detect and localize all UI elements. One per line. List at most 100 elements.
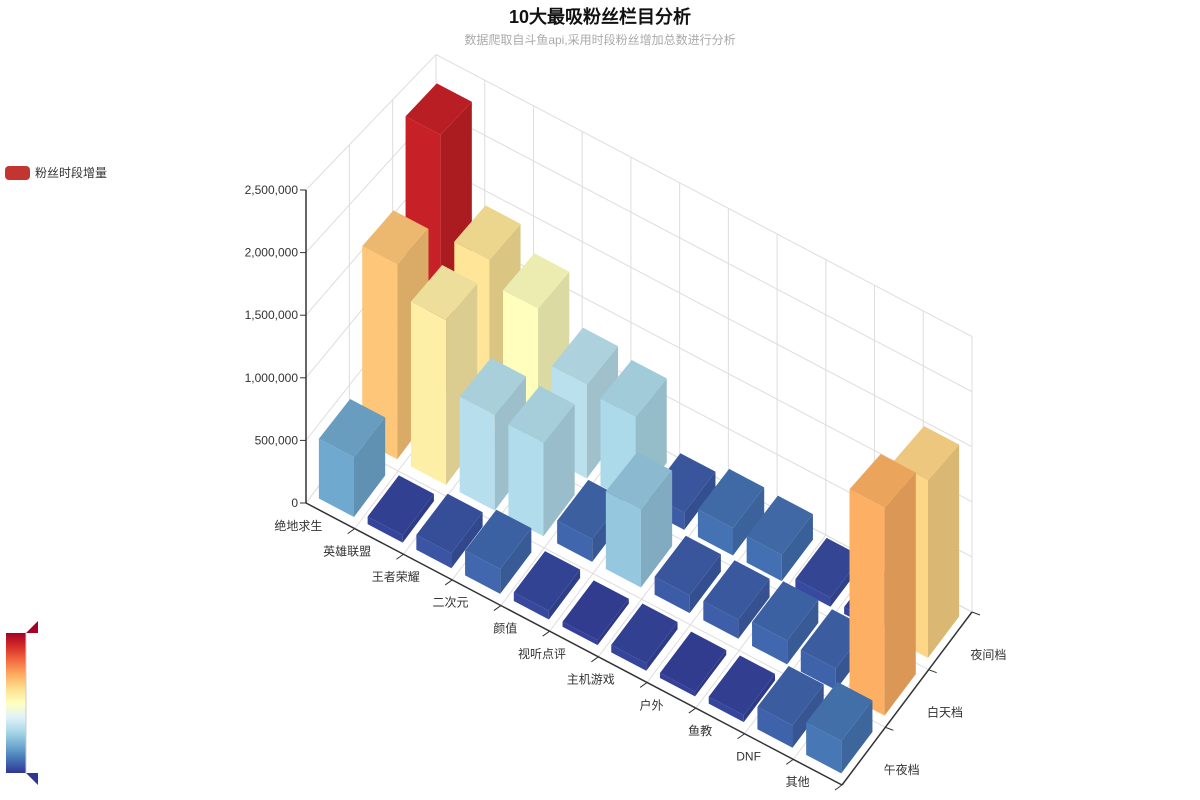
bar-face-top	[459, 357, 526, 415]
category-label: 二次元	[433, 596, 469, 610]
category-label: 王者荣耀	[372, 570, 420, 584]
bar-face-front	[757, 706, 793, 748]
period-label: 午夜档	[884, 762, 920, 777]
wall-grid-line	[435, 109, 973, 393]
bar-face-front	[562, 621, 598, 646]
category-label: 颜值	[493, 620, 517, 635]
visual-map-handle-bottom[interactable]	[26, 773, 38, 785]
bar-face-side	[543, 404, 575, 537]
bar-face-front	[557, 520, 593, 562]
category-tick	[785, 758, 794, 765]
bar-face-top	[611, 603, 678, 664]
category-tick	[834, 784, 843, 791]
visual-map-handle-top[interactable]	[26, 621, 38, 633]
bar-face-top	[562, 580, 629, 641]
category-label: 主机游戏	[567, 673, 615, 687]
bar-face-front	[416, 534, 452, 569]
bar[interactable]	[410, 265, 478, 485]
labels-layer: 0 500,000 1,000,000 1,500,000 2,000,000 2,500…	[245, 183, 1007, 789]
bar-face-front	[465, 550, 501, 594]
bar-face-top	[513, 551, 581, 611]
category-label: 鱼教	[688, 723, 712, 738]
z-tick-label: 1,500,000	[245, 308, 299, 322]
bar-face-side	[787, 599, 819, 665]
bar[interactable]	[708, 655, 775, 723]
bar[interactable]	[849, 454, 916, 716]
z-tick-label: 500,000	[255, 433, 299, 447]
legend-swatch[interactable]	[5, 165, 30, 180]
bar-face-front	[697, 509, 734, 556]
category-tick	[347, 528, 356, 535]
bar[interactable]	[654, 535, 721, 614]
category-label: DNF	[736, 750, 761, 764]
bar[interactable]	[611, 603, 678, 671]
category-tick	[688, 707, 697, 714]
legend[interactable]: 粉丝时段增量	[5, 164, 107, 181]
bar-face-front	[513, 592, 549, 620]
bar-face-top	[849, 454, 916, 508]
bar-face-top	[465, 509, 532, 569]
bar-face-side	[689, 554, 721, 614]
bar[interactable]	[562, 580, 629, 646]
bar[interactable]	[806, 681, 873, 774]
wall-grid-line	[435, 54, 973, 338]
bar[interactable]	[746, 495, 813, 582]
wall-grid-line	[305, 54, 437, 191]
bar[interactable]	[362, 210, 429, 460]
bar-face-front	[362, 246, 398, 460]
bar-face-top	[600, 359, 667, 418]
bar[interactable]	[605, 452, 673, 588]
bar-face-top	[605, 452, 673, 510]
z-tick-label: 0	[291, 496, 298, 510]
visual-map[interactable]	[5, 620, 45, 790]
bar-face-front	[654, 576, 690, 614]
bar[interactable]	[416, 493, 483, 569]
bar-face-top	[703, 560, 770, 620]
bar-face-front	[795, 579, 831, 607]
bar-face-top	[362, 210, 429, 265]
bar-face-top	[806, 681, 873, 741]
bar[interactable]	[600, 359, 667, 505]
bar-face-front	[318, 438, 354, 517]
category-tick	[444, 579, 453, 586]
bar-face-top	[757, 665, 824, 726]
bar-face-front	[459, 396, 495, 511]
bar-face-side	[695, 650, 727, 697]
bar[interactable]	[659, 631, 727, 697]
bar-face-side	[597, 598, 629, 646]
bar[interactable]	[513, 551, 581, 620]
bar-face-top	[508, 385, 575, 444]
bar-face-side	[640, 470, 673, 588]
bar[interactable]	[697, 468, 765, 556]
visual-map-bar[interactable]	[6, 633, 26, 773]
bar[interactable]	[757, 665, 824, 748]
bar[interactable]	[508, 385, 575, 537]
bar-face-top	[752, 581, 819, 641]
bar[interactable]	[465, 509, 532, 594]
bar-face-side	[548, 569, 581, 620]
bar-face-front	[508, 424, 544, 537]
bar-face-front	[703, 601, 739, 639]
bar[interactable]	[367, 475, 434, 543]
bar[interactable]	[318, 398, 386, 517]
wall-grid-line	[435, 164, 973, 448]
category-tick	[396, 553, 404, 560]
legend-label[interactable]: 粉丝时段增量	[35, 166, 108, 180]
bar-face-front	[746, 536, 782, 582]
bar-face-top	[318, 398, 386, 458]
category-label: 户外	[639, 697, 663, 712]
bar[interactable]	[703, 560, 770, 639]
bar-face-front	[849, 489, 885, 716]
bar-face-side	[684, 471, 716, 530]
bar-face-side	[841, 700, 873, 774]
bar-face-front	[800, 650, 836, 691]
bar[interactable]	[752, 581, 819, 665]
bar-face-side	[884, 472, 916, 716]
bar-face-side	[353, 417, 386, 517]
z-tick-label: 2,500,000	[245, 183, 299, 197]
period-label: 夜间档	[970, 647, 1006, 662]
bar-face-top	[659, 631, 727, 692]
bar-face-front	[806, 722, 842, 774]
bar-face-side	[792, 684, 824, 748]
